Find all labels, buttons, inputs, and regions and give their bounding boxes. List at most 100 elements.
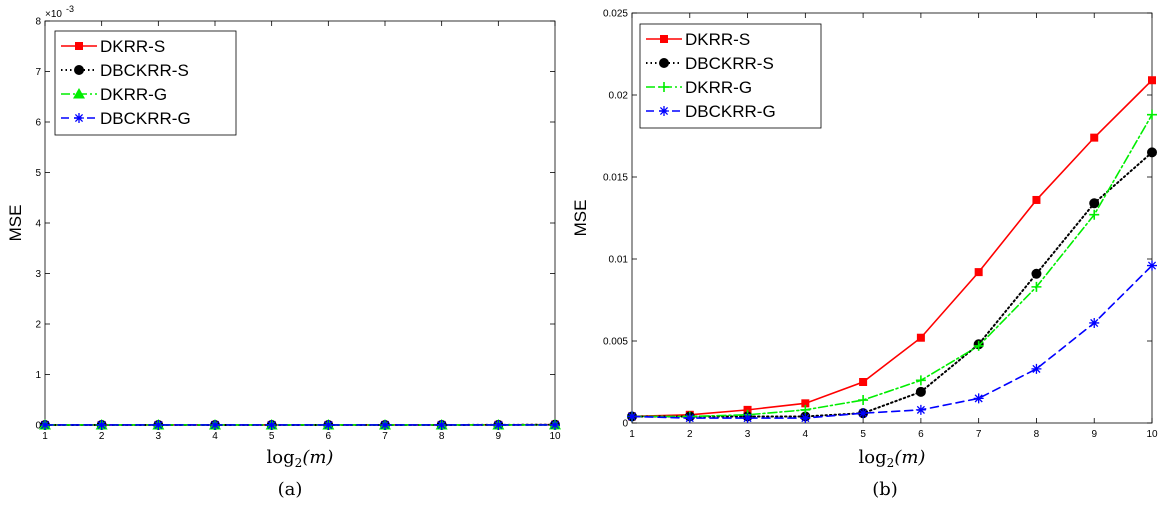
data-point-dkrr-g [1147, 109, 1157, 120]
legend-a: DKRR-S DBCKRR-S DKRR-G DBCKRR-G [54, 30, 237, 136]
x-tick-label: 1 [42, 431, 48, 442]
x-axis-label-arg: (m) [894, 447, 925, 468]
x-tick-label: 8 [439, 431, 445, 442]
x-tick-label: 7 [382, 431, 388, 442]
data-point-dbckrr-g [742, 413, 753, 424]
x-axis-label-sub: 2 [887, 456, 895, 470]
data-point-dbckrr-g [153, 419, 164, 430]
data-point-dbckrr-g [627, 411, 637, 422]
data-point-dkrr-g [858, 395, 869, 406]
y-tick-label: 0 [35, 421, 41, 432]
legend-box [639, 23, 822, 129]
data-point-dkrr-s [859, 378, 868, 386]
legend-marker-dbckrr-g [74, 113, 84, 123]
data-point-dbckrr-g [380, 419, 390, 430]
data-point-dkrr-s [1148, 76, 1156, 85]
x-tick-label: 6 [918, 429, 924, 440]
x-axis-label-sub: 2 [295, 456, 303, 470]
legend-marker-dkrr-g [659, 82, 669, 92]
data-point-dbckrr-g [40, 419, 50, 430]
x-tick-label: 6 [326, 431, 332, 442]
legend-marker-dkrr-s [660, 35, 668, 43]
x-axis-label: log2(m) [859, 447, 926, 470]
series-line-dkrr-s [631, 79, 1153, 418]
y-tick-label: 1 [35, 370, 41, 381]
x-tick-label: 10 [1146, 429, 1158, 440]
legend-label: DBCKRR-G [100, 109, 191, 128]
data-point-dbckrr-g [915, 404, 926, 415]
x-tick-label: 2 [687, 429, 693, 440]
data-point-dbckrr-g [550, 419, 560, 430]
y-tick-label: 0.02 [609, 91, 629, 102]
legend-marker-dbckrr-s [659, 58, 669, 68]
legend-label: DKRR-G [685, 78, 752, 97]
data-point-dbckrr-g [684, 413, 695, 424]
data-point-dbckrr-s [1031, 268, 1042, 279]
x-axis-label-main: log [267, 447, 295, 468]
legend-label: DBCKRR-G [685, 102, 776, 121]
series-line-dbckrr-s [631, 151, 1153, 418]
data-point-dbckrr-g [493, 419, 504, 430]
series-line-dkrr-g [631, 113, 1153, 418]
y-tick-label: 3 [35, 269, 41, 280]
series-dbckrr-g [627, 260, 1157, 424]
y-tick-label: 5 [35, 168, 41, 179]
y-multiplier-exponent: -3 [66, 4, 74, 14]
data-point-dkrr-s [916, 333, 925, 342]
data-point-dbckrr-g [436, 419, 447, 430]
legend-marker-dkrr-g [73, 88, 85, 99]
data-point-dbckrr-g [210, 419, 220, 430]
x-axis-label-arg: (m) [302, 447, 333, 468]
subfigure-caption: (a) [278, 479, 303, 500]
data-point-dkrr-s [974, 268, 983, 277]
x-tick-label: 4 [212, 431, 218, 442]
data-point-dkrr-s [1032, 195, 1041, 204]
series-line-dbckrr-g [631, 264, 1153, 419]
x-tick-label: 3 [745, 429, 751, 440]
data-point-dbckrr-g [323, 419, 334, 430]
legend-marker-dbckrr-g [659, 106, 669, 116]
legend-label: DKRR-S [100, 37, 165, 56]
data-point-dbckrr-g [858, 408, 869, 419]
x-tick-label: 9 [1091, 429, 1097, 440]
data-point-dbckrr-g [1147, 260, 1157, 271]
data-point-dbckrr-g [973, 393, 984, 404]
y-axis-label: MSE [6, 205, 25, 242]
legend-label: DBCKRR-S [100, 61, 189, 80]
legend-label: DKRR-S [685, 30, 750, 49]
y-tick-label: 7 [35, 67, 41, 78]
x-tick-label: 10 [549, 431, 561, 442]
subfigure-caption: (b) [872, 479, 898, 500]
data-point-dkrr-g [915, 375, 926, 386]
data-point-dbckrr-g [1089, 317, 1100, 328]
x-tick-label: 4 [803, 429, 809, 440]
x-tick-label: 9 [496, 431, 502, 442]
chart-panel-b: 1 2 3 4 5 6 7 8 9 10 0 0.005 0.01 0.015 0.02 0.025 MSE lo… [571, 9, 1158, 501]
y-tick-label: 6 [35, 118, 41, 129]
x-axis-label-main: log [859, 447, 887, 468]
x-axis-label: log2(m) [267, 447, 334, 470]
legend-box [54, 30, 237, 136]
data-point-dbckrr-g [1031, 363, 1042, 374]
legend-marker-dkrr-s [75, 42, 83, 50]
legend-label: DKRR-G [100, 85, 167, 104]
data-point-dkrr-g [1089, 209, 1100, 220]
data-point-dbckrr-g [800, 413, 811, 424]
y-tick-label: 0.005 [603, 337, 628, 348]
data-point-dkrr-g [973, 340, 984, 351]
y-multiplier: ×10 [45, 9, 62, 20]
y-axis-label: MSE [571, 200, 590, 237]
y-tick-label: 0 [622, 419, 628, 430]
x-tick-label: 3 [156, 431, 162, 442]
data-point-dkrr-s [1090, 133, 1099, 142]
legend-label: DBCKRR-S [685, 54, 774, 73]
x-tick-label: 1 [629, 429, 635, 440]
data-point-dbckrr-s [915, 386, 926, 397]
data-point-dbckrr-g [96, 419, 107, 430]
y-tick-label: 4 [35, 219, 41, 230]
data-point-dbckrr-g [266, 419, 277, 430]
y-tick-label: 0.015 [603, 173, 628, 184]
y-tick-label: 8 [35, 17, 41, 28]
